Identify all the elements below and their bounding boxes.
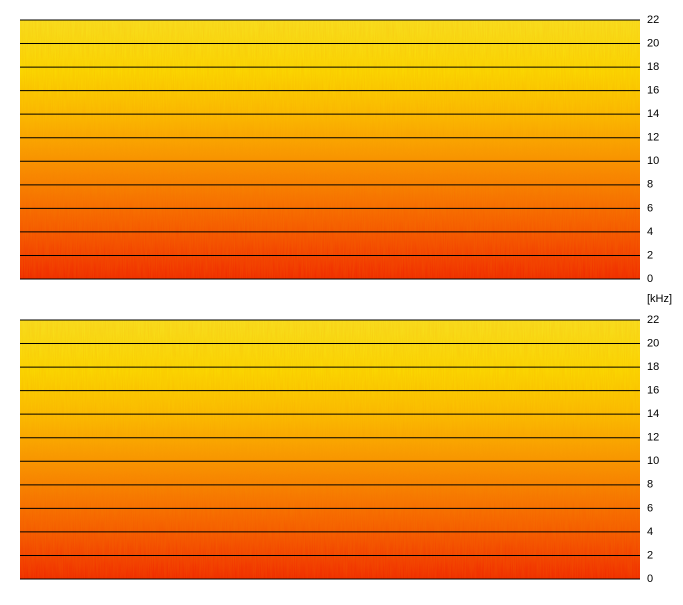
y-tick-label: 8 [647,479,653,491]
y-tick-label: 12 [647,132,659,144]
y-tick-label: 4 [647,226,653,238]
y-tick-label: 22 [647,14,659,26]
y-tick-label: 18 [647,61,659,73]
y-tick-label: 22 [647,314,659,326]
y-tick-label: 0 [647,273,653,285]
y-tick-label: 2 [647,249,653,261]
y-tick-label: 10 [647,455,659,467]
y-tick-label: 12 [647,432,659,444]
spectrogram-texture [20,20,640,279]
y-tick-label: 6 [647,502,653,514]
y-tick-label: 20 [647,37,659,49]
y-tick-label: 4 [647,526,653,538]
y-tick-label: 10 [647,155,659,167]
y-tick-label: 2 [647,549,653,561]
y-tick-label: 16 [647,385,659,397]
spectrogram-texture [20,320,640,579]
y-tick-label: 14 [647,408,659,420]
y-axis-label: [kHz] [647,293,672,305]
y-tick-label: 8 [647,179,653,191]
y-tick-label: 20 [647,337,659,349]
y-tick-label: 16 [647,85,659,97]
y-tick-label: 0 [647,573,653,585]
y-tick-label: 14 [647,108,659,120]
y-tick-label: 18 [647,361,659,373]
y-tick-label: 6 [647,202,653,214]
